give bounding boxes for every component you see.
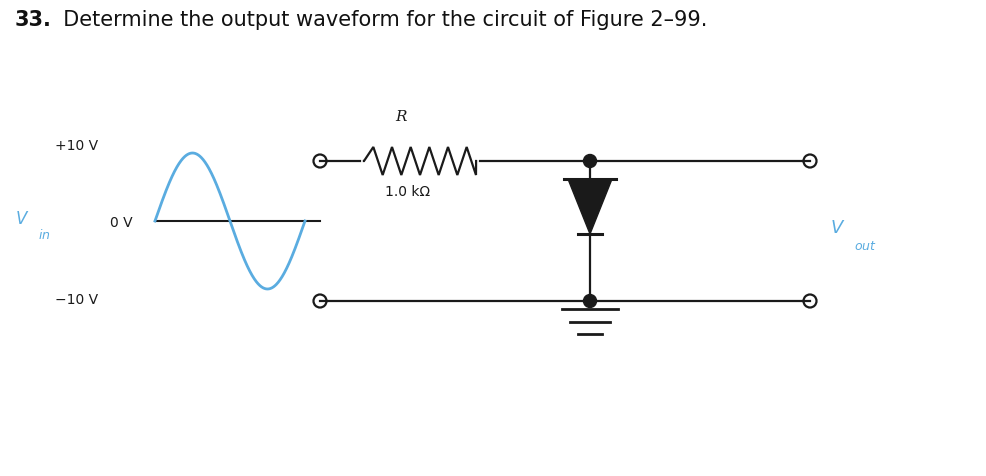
Text: −10 V: −10 V: [55, 292, 98, 307]
Polygon shape: [567, 179, 611, 235]
Text: R: R: [394, 110, 406, 124]
Text: 33.: 33.: [15, 10, 52, 30]
Text: $V$: $V$: [829, 218, 844, 237]
Text: Determine the output waveform for the circuit of Figure 2–99.: Determine the output waveform for the ci…: [50, 10, 707, 30]
Circle shape: [583, 155, 596, 168]
Text: 1.0 kΩ: 1.0 kΩ: [385, 185, 430, 198]
Text: $in$: $in$: [38, 228, 50, 241]
Text: 0 V: 0 V: [109, 216, 132, 229]
Text: $out$: $out$: [853, 240, 876, 253]
Text: +10 V: +10 V: [55, 139, 98, 153]
Circle shape: [583, 295, 596, 308]
Text: $V$: $V$: [15, 211, 30, 228]
